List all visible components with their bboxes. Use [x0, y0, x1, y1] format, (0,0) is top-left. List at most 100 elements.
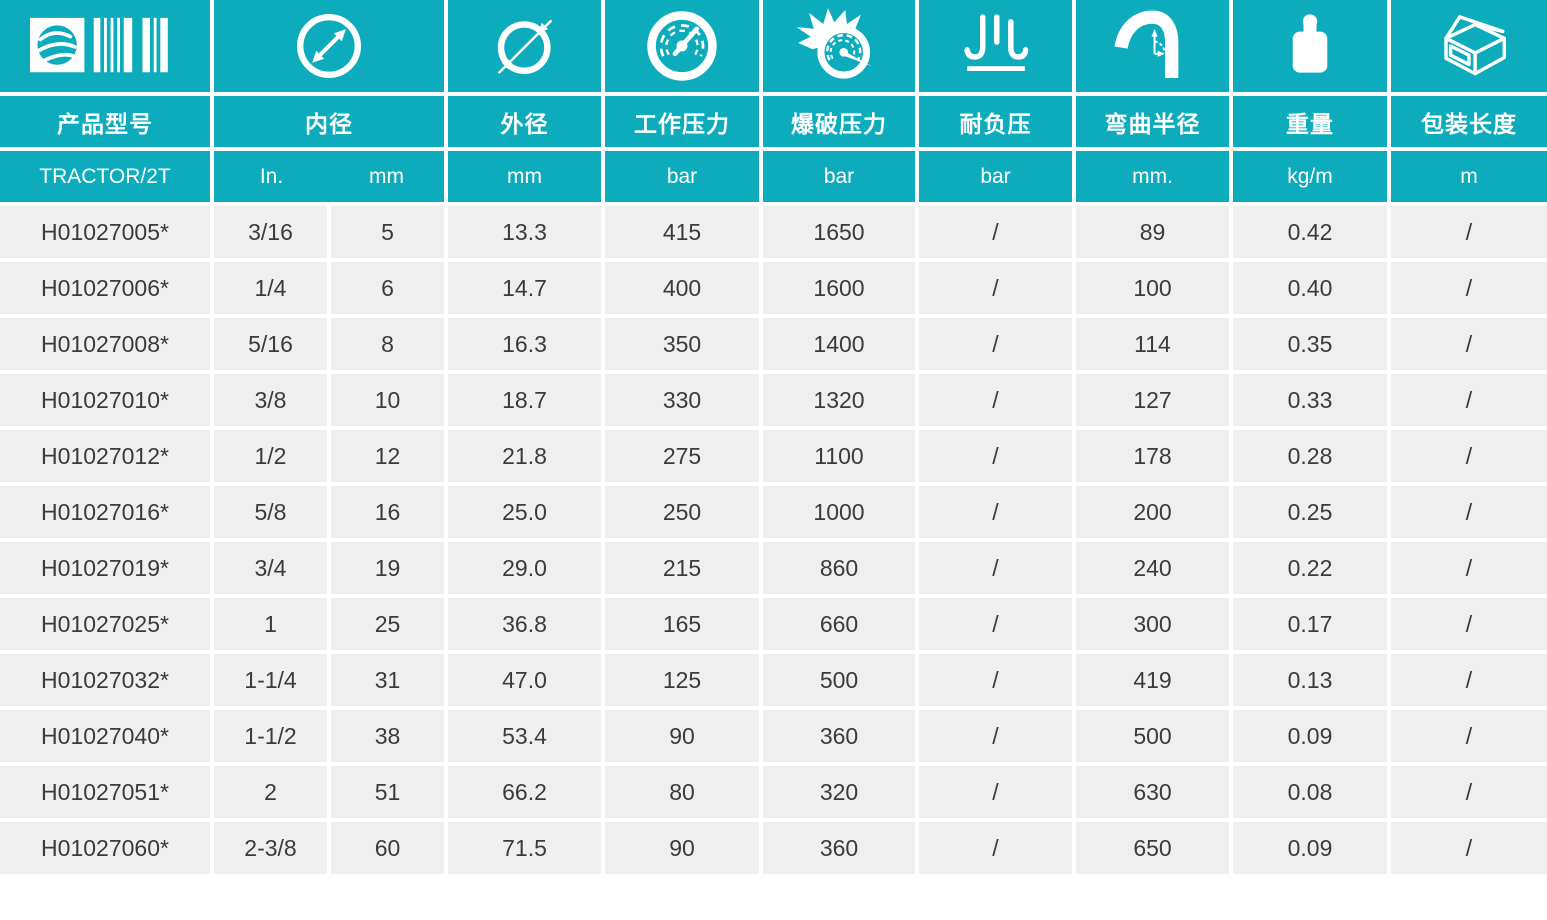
cell-outer-mm: 21.8 [448, 430, 601, 482]
header-outer-diameter: 外径 [448, 96, 601, 147]
cell-bend-radius: 419 [1076, 654, 1229, 706]
cell-burst-pressure: 360 [763, 822, 915, 874]
cell-vacuum: / [919, 486, 1072, 538]
cell-burst-pressure: 860 [763, 542, 915, 594]
unit-working-pressure: bar [605, 151, 759, 202]
cell-bend-radius: 240 [1076, 542, 1229, 594]
cell-weight: 0.09 [1233, 822, 1387, 874]
cell-burst-pressure: 1000 [763, 486, 915, 538]
cell-working-pressure: 275 [605, 430, 759, 482]
cell-outer-mm: 18.7 [448, 374, 601, 426]
cell-model: H01027051* [0, 766, 210, 818]
cell-inner-mm: 51 [331, 766, 444, 818]
cell-weight: 0.13 [1233, 654, 1387, 706]
cell-vacuum: / [919, 542, 1072, 594]
cell-vacuum: / [919, 374, 1072, 426]
unit-inner-in: In. [259, 164, 284, 188]
cell-vacuum: / [919, 822, 1072, 874]
outer-diameter-icon [448, 0, 601, 92]
cell-inner-mm: 31 [331, 654, 444, 706]
package-box-icon [1391, 0, 1547, 92]
cell-inner-mm: 5 [331, 206, 444, 258]
logo-barcode-icon [0, 0, 210, 92]
product-spec-table: 产品型号 内径 外径 工作压力 爆破压力 耐负压 弯曲半径 重量 包装长度 TR… [0, 0, 1547, 874]
cell-outer-mm: 71.5 [448, 822, 601, 874]
cell-inner-in: 1/4 [214, 262, 327, 314]
cell-bend-radius: 114 [1076, 318, 1229, 370]
cell-weight: 0.25 [1233, 486, 1387, 538]
cell-working-pressure: 90 [605, 710, 759, 762]
cell-inner-mm: 6 [331, 262, 444, 314]
cell-working-pressure: 80 [605, 766, 759, 818]
cell-burst-pressure: 360 [763, 710, 915, 762]
cell-working-pressure: 90 [605, 822, 759, 874]
cell-bend-radius: 127 [1076, 374, 1229, 426]
cell-weight: 0.33 [1233, 374, 1387, 426]
cell-working-pressure: 400 [605, 262, 759, 314]
cell-model: H01027060* [0, 822, 210, 874]
cell-burst-pressure: 500 [763, 654, 915, 706]
cell-model: H01027032* [0, 654, 210, 706]
cell-inner-mm: 8 [331, 318, 444, 370]
cell-package-length: / [1391, 766, 1547, 818]
unit-inner-diameter: In. mm [214, 151, 444, 202]
cell-package-length: / [1391, 262, 1547, 314]
cell-burst-pressure: 660 [763, 598, 915, 650]
cell-weight: 0.35 [1233, 318, 1387, 370]
cell-vacuum: / [919, 766, 1072, 818]
inner-diameter-icon [214, 0, 444, 92]
cell-inner-mm: 38 [331, 710, 444, 762]
cell-outer-mm: 53.4 [448, 710, 601, 762]
cell-bend-radius: 100 [1076, 262, 1229, 314]
cell-package-length: / [1391, 430, 1547, 482]
cell-vacuum: / [919, 430, 1072, 482]
cell-vacuum: / [919, 206, 1072, 258]
cell-burst-pressure: 1600 [763, 262, 915, 314]
cell-burst-pressure: 1650 [763, 206, 915, 258]
cell-weight: 0.40 [1233, 262, 1387, 314]
bend-radius-icon [1076, 0, 1229, 92]
header-inner-diameter: 内径 [214, 96, 444, 147]
cell-package-length: / [1391, 598, 1547, 650]
unit-burst-pressure: bar [763, 151, 915, 202]
cell-inner-in: 5/8 [214, 486, 327, 538]
cell-working-pressure: 330 [605, 374, 759, 426]
working-pressure-gauge-icon [605, 0, 759, 92]
cell-inner-in: 3/8 [214, 374, 327, 426]
cell-model: H01027012* [0, 430, 210, 482]
cell-package-length: / [1391, 374, 1547, 426]
cell-burst-pressure: 1320 [763, 374, 915, 426]
unit-weight: kg/m [1233, 151, 1387, 202]
cell-bend-radius: 178 [1076, 430, 1229, 482]
cell-vacuum: / [919, 654, 1072, 706]
cell-outer-mm: 14.7 [448, 262, 601, 314]
cell-burst-pressure: 1100 [763, 430, 915, 482]
cell-outer-mm: 47.0 [448, 654, 601, 706]
cell-inner-in: 2 [214, 766, 327, 818]
cell-outer-mm: 29.0 [448, 542, 601, 594]
cell-weight: 0.17 [1233, 598, 1387, 650]
cell-inner-mm: 12 [331, 430, 444, 482]
cell-weight: 0.22 [1233, 542, 1387, 594]
cell-inner-mm: 10 [331, 374, 444, 426]
cell-weight: 0.28 [1233, 430, 1387, 482]
header-vacuum: 耐负压 [919, 96, 1072, 147]
unit-vacuum: bar [919, 151, 1072, 202]
cell-burst-pressure: 1400 [763, 318, 915, 370]
cell-vacuum: / [919, 262, 1072, 314]
cell-package-length: / [1391, 206, 1547, 258]
cell-inner-in: 1-1/4 [214, 654, 327, 706]
cell-model: H01027006* [0, 262, 210, 314]
cell-inner-mm: 25 [331, 598, 444, 650]
cell-weight: 0.08 [1233, 766, 1387, 818]
cell-working-pressure: 250 [605, 486, 759, 538]
cell-package-length: / [1391, 318, 1547, 370]
cell-inner-in: 1-1/2 [214, 710, 327, 762]
cell-bend-radius: 630 [1076, 766, 1229, 818]
cell-model: H01027019* [0, 542, 210, 594]
cell-vacuum: / [919, 318, 1072, 370]
cell-inner-in: 3/4 [214, 542, 327, 594]
cell-bend-radius: 200 [1076, 486, 1229, 538]
unit-inner-mm: mm [369, 164, 404, 188]
header-bend-radius: 弯曲半径 [1076, 96, 1229, 147]
